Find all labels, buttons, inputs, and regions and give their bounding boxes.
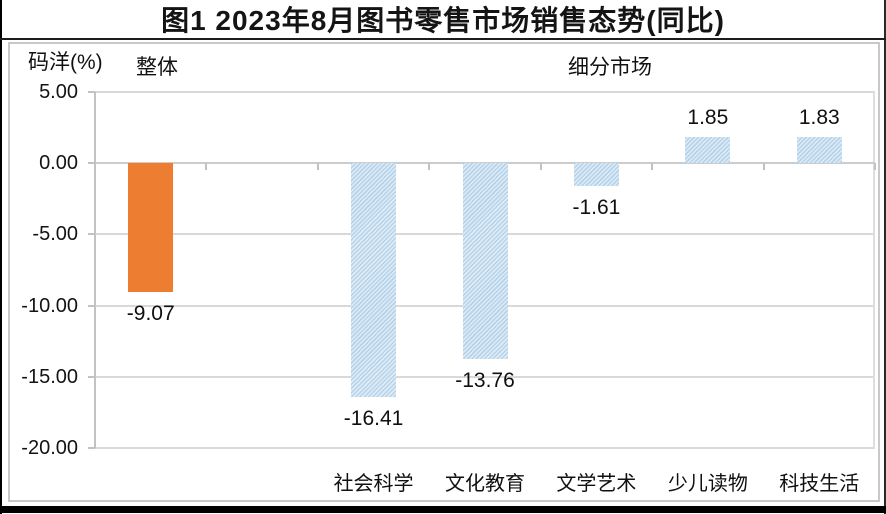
category-label: 文学艺术: [556, 473, 637, 495]
y-axis-tick: [88, 304, 95, 307]
y-axis-tick: [88, 233, 95, 236]
group-label-segments: 细分市场: [568, 56, 652, 79]
bar: [573, 163, 619, 187]
category-label: 科技生活: [779, 473, 860, 495]
y-tick-label: -10.00: [21, 294, 78, 317]
y-axis-title: 码洋(%): [28, 51, 103, 74]
bar: [128, 163, 174, 293]
x-axis-tick: [316, 163, 319, 171]
y-axis-tick: [88, 447, 95, 449]
x-axis-tick: [428, 163, 431, 171]
plot-right-border: [873, 92, 875, 448]
page-left-rule: [0, 0, 2, 514]
gridline: [95, 91, 875, 93]
y-tick-label: 0.00: [39, 152, 78, 175]
category-label: 文化教育: [445, 473, 525, 495]
x-axis-tick: [874, 163, 876, 171]
y-tick-label: -15.00: [21, 365, 78, 388]
gridline: [95, 375, 875, 378]
y-tick-label: -5.00: [32, 223, 78, 246]
y-tick-label: 5.00: [39, 81, 78, 103]
y-tick-label: -20.00: [21, 437, 78, 459]
bar-value-label: -9.07: [126, 302, 175, 326]
page-right-rule: [884, 0, 886, 514]
y-axis-tick: [88, 162, 95, 165]
bar-value-label: -13.76: [455, 369, 515, 393]
bar: [351, 163, 397, 397]
bar: [796, 137, 842, 164]
bar-value-label: 1.85: [687, 105, 729, 129]
title-underline-rule: [0, 38, 886, 40]
category-label: 社会科学: [333, 473, 414, 495]
x-axis-tick: [205, 163, 208, 171]
bar-value-label: -16.41: [343, 406, 404, 430]
bar: [685, 136, 731, 164]
chart-title: 图1 2023年8月图书零售市场销售态势(同比): [161, 5, 725, 36]
gridline: [95, 447, 875, 449]
y-axis-line: [94, 92, 96, 448]
x-axis-tick: [651, 163, 654, 171]
group-label-overall: 整体: [136, 56, 178, 79]
y-axis-tick: [88, 375, 95, 378]
y-axis-tick: [88, 91, 95, 93]
page-bottom-rule: [0, 506, 886, 513]
bar: [462, 163, 508, 360]
bar-value-label: 1.83: [798, 106, 840, 130]
x-axis-tick: [539, 163, 542, 171]
bar-value-label: -1.61: [572, 196, 621, 220]
x-axis-tick: [762, 163, 765, 171]
category-label: 少儿读物: [667, 473, 748, 495]
